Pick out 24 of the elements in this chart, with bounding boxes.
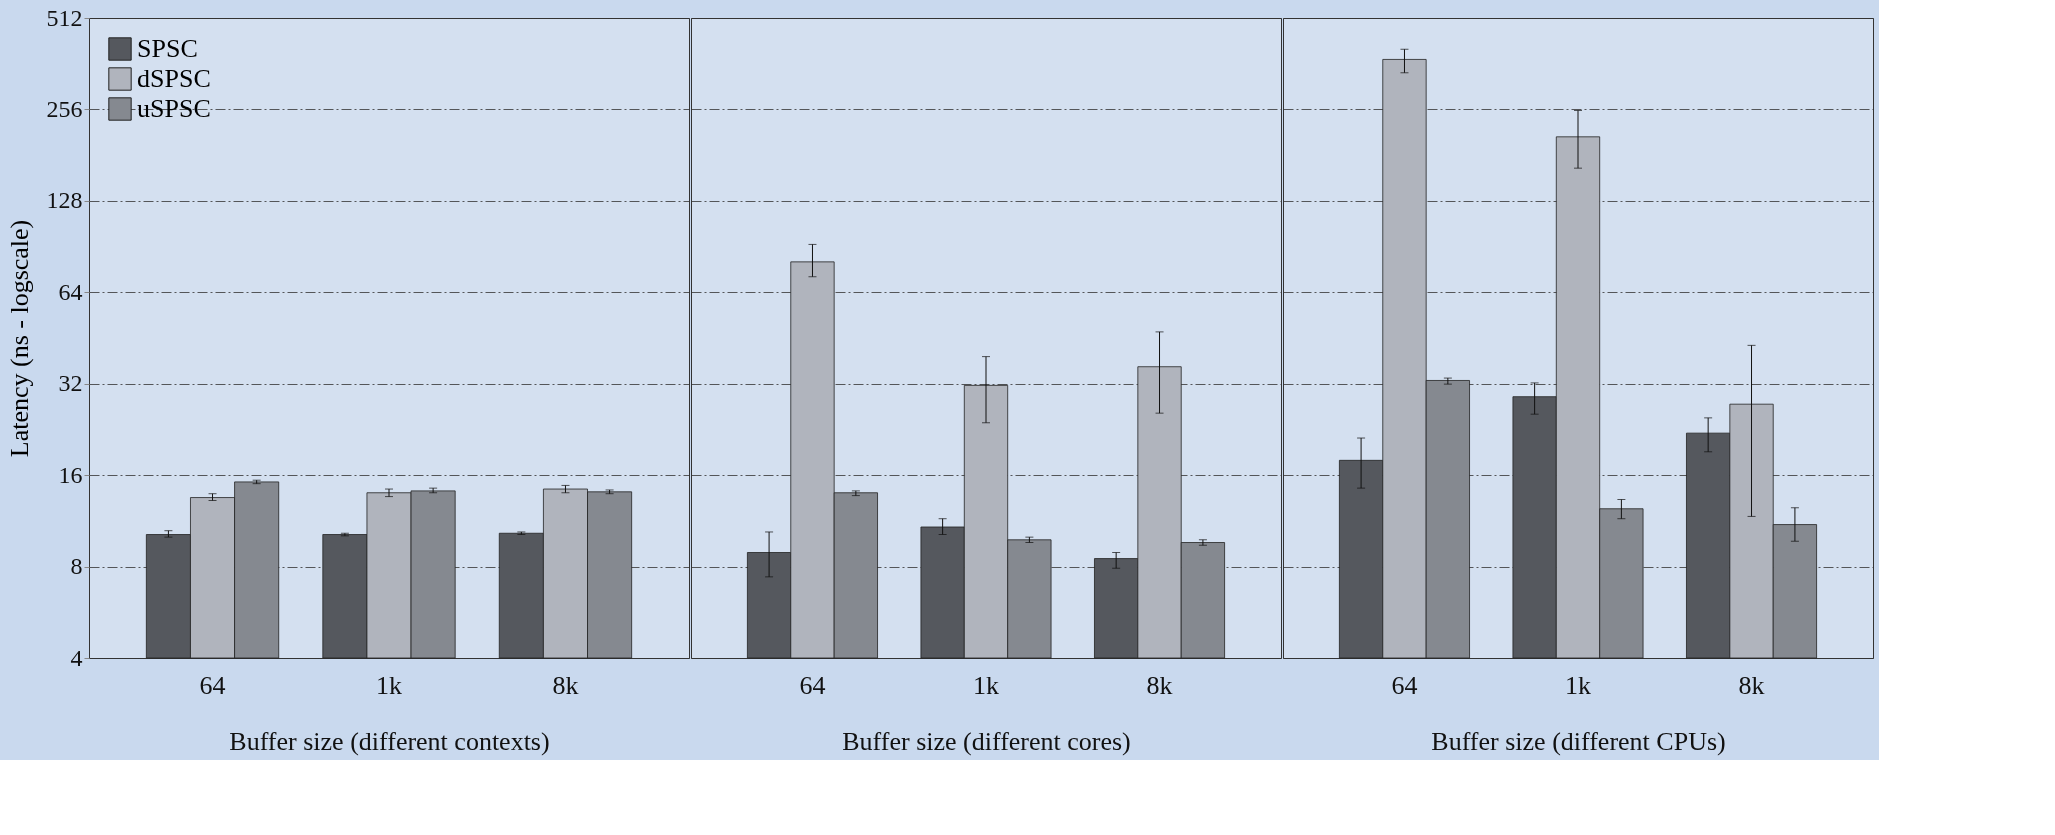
x-tick-label: 1k [973,670,999,700]
x-tick-label: 64 [799,670,826,700]
x-tick-label: 1k [376,670,402,700]
x-tick-label: 64 [199,670,226,700]
x-tick-label: 8k [552,670,579,700]
x-tick-label: 1k [1565,670,1591,700]
y-tick-label: 4 [70,644,83,671]
y-tick-label: 128 [46,187,83,214]
x-axis-title: Buffer size (different CPUs) [1431,726,1726,756]
x-axis-title: Buffer size (different cores) [842,726,1131,756]
y-tick-label: 16 [58,461,83,488]
y-tick-label: 32 [58,370,83,397]
y-tick-label: 512 [46,4,83,31]
x-tick-label: 8k [1146,670,1173,700]
legend-label: dSPSC [137,64,211,93]
legend-label: uSPSC [137,94,211,123]
x-axis-title: Buffer size (different contexts) [229,726,550,756]
x-tick-label: 8k [1738,670,1765,700]
y-tick-label: 256 [46,95,83,122]
y-tick-label: 64 [58,278,83,305]
x-tick-label: 64 [1391,670,1418,700]
legend-label: SPSC [137,34,198,63]
y-axis-title: Latency (ns - logscale) [4,219,34,458]
y-tick-label: 8 [70,553,83,580]
